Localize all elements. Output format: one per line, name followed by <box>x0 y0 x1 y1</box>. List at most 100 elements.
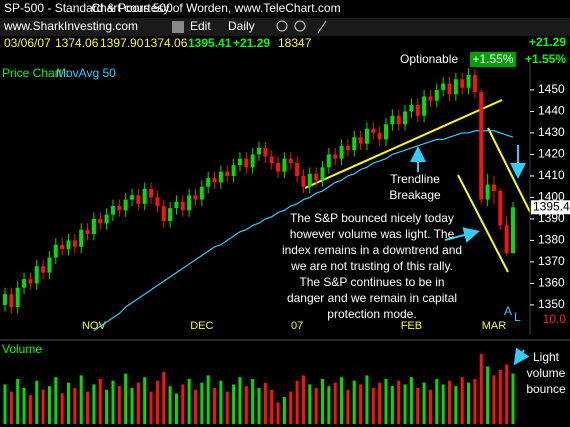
volume-bar <box>92 384 96 424</box>
candle-body <box>377 132 382 140</box>
candle-body <box>485 184 490 200</box>
volume-bar <box>346 389 350 424</box>
volume-bar <box>409 377 413 424</box>
volume-bar <box>3 384 7 424</box>
annotation: The S&P continues to be in <box>299 275 444 289</box>
y-tick-label: 1350 <box>538 297 565 311</box>
draw-icon[interactable] <box>317 20 327 34</box>
candle-body <box>460 79 465 88</box>
volume-bar <box>143 377 147 424</box>
volume-bar <box>390 386 394 424</box>
volume-bar <box>397 380 401 424</box>
candle-body <box>180 201 185 211</box>
candle-body <box>34 266 39 284</box>
candle-body <box>161 206 166 222</box>
volume-bar <box>111 380 115 424</box>
icon[interactable] <box>172 21 184 33</box>
candle-body <box>396 115 401 125</box>
candle-body <box>447 83 452 95</box>
annotation: protection mode. <box>327 307 416 321</box>
candle-body <box>9 294 14 308</box>
volume-bar <box>187 379 191 424</box>
candle-body <box>110 206 115 215</box>
volume-bar <box>435 379 439 424</box>
volume-bar <box>105 389 109 424</box>
candle-body <box>123 199 128 211</box>
candle-body <box>250 154 255 168</box>
volume-bar <box>359 384 363 424</box>
candle-body <box>104 214 109 224</box>
volume-bar <box>244 386 248 424</box>
volume-bar <box>28 395 32 424</box>
flag: L <box>514 310 521 324</box>
candle-body <box>320 167 325 181</box>
edit-menu[interactable]: Edit <box>190 19 211 33</box>
volume-label: Volume <box>2 342 42 356</box>
y-tick-label: 1380 <box>538 233 565 247</box>
annotation: index remains in a downtrend and <box>282 243 462 257</box>
volume-bar <box>238 377 242 424</box>
x-tick-label: 07 <box>291 320 303 332</box>
candle-body <box>511 207 515 254</box>
candle-body <box>301 175 306 187</box>
moving-average <box>93 130 514 332</box>
volume-bar <box>73 388 77 424</box>
volume-bar <box>41 389 45 424</box>
candle-body <box>168 208 173 222</box>
volume-bar <box>60 393 64 424</box>
y-tick-label: 1360 <box>538 276 565 290</box>
candle-body <box>212 178 217 183</box>
volume-bar <box>79 375 83 424</box>
low: 1374.06 <box>144 36 188 50</box>
flag: A <box>504 304 512 318</box>
zoom-icon[interactable] <box>294 20 306 32</box>
volume-bar <box>460 377 464 424</box>
candle-body <box>174 201 179 209</box>
annotation: Breakage <box>389 188 441 202</box>
volume-bar <box>321 379 324 424</box>
change: +21.29 <box>233 36 270 50</box>
candle-body <box>434 89 439 101</box>
legend-entry: MovAvg 50 <box>56 66 116 80</box>
candle-body <box>339 145 344 159</box>
volume: 18347 <box>278 36 312 50</box>
volume-bar <box>117 386 121 424</box>
candle-body <box>352 137 357 151</box>
volume-bar <box>416 388 420 424</box>
volume-bar <box>301 375 305 424</box>
volume-bar <box>22 388 26 424</box>
site-link[interactable]: www.SharkInvesting.com <box>3 19 138 33</box>
volume-bar <box>378 382 382 424</box>
candle-body <box>237 158 242 166</box>
annotation: bounce <box>526 382 566 396</box>
toolbar <box>0 18 570 36</box>
candle-body <box>136 195 141 204</box>
period-menu[interactable]: Daily <box>228 19 255 33</box>
zoom-icon[interactable] <box>276 20 288 32</box>
trendline <box>457 174 509 273</box>
candle-body <box>22 279 27 288</box>
optionable: Optionable <box>400 52 458 66</box>
volume-bar <box>194 389 197 424</box>
candle-body <box>149 188 154 198</box>
volume-bar <box>155 380 159 424</box>
annotation: we are not trusting of this rally. <box>290 259 453 273</box>
candle-body <box>422 96 427 116</box>
candle-body <box>231 165 236 176</box>
candle-body <box>345 145 350 151</box>
candle-body <box>91 218 96 234</box>
volume-bar <box>263 382 267 424</box>
close: 1395.41 <box>188 36 232 50</box>
candle-body <box>453 79 458 95</box>
volume-bar <box>479 353 483 424</box>
price-tag: 1395.4 <box>533 199 570 213</box>
candle-body <box>3 294 7 305</box>
volume-bar <box>448 380 451 424</box>
volume-bar <box>257 388 261 424</box>
candle-body <box>491 184 496 191</box>
y-tick-label: 1430 <box>538 125 565 139</box>
candle-body <box>199 186 204 200</box>
volume-bar <box>149 391 153 424</box>
volume-bar <box>86 391 90 424</box>
